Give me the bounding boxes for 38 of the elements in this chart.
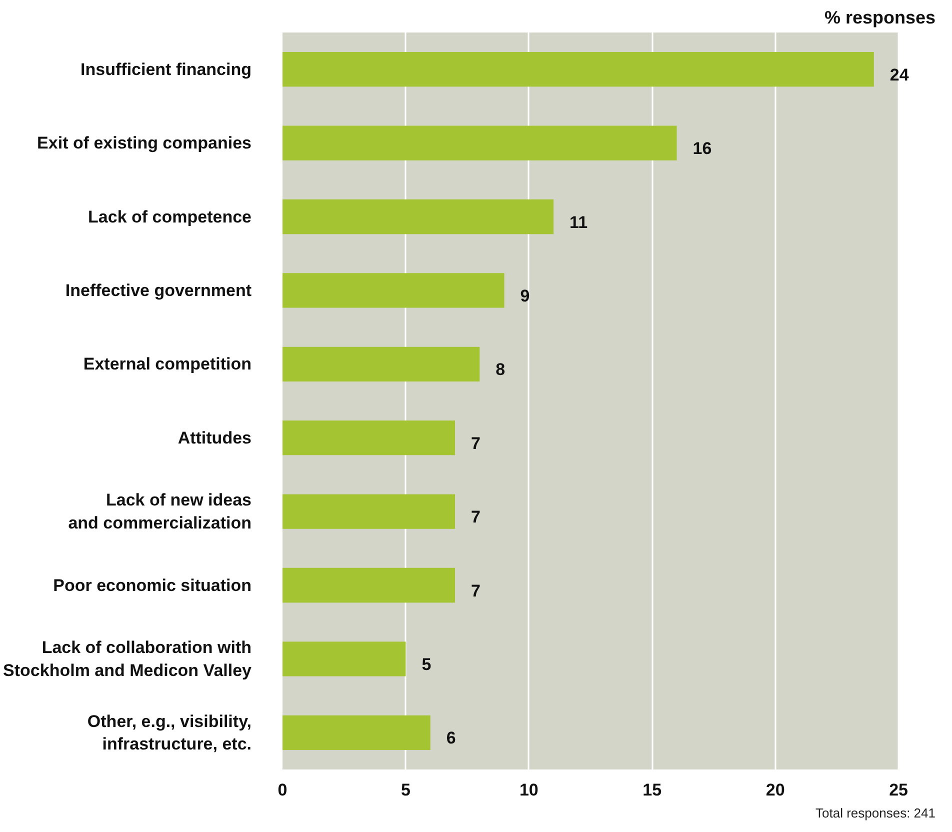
data-label: 7 [470, 434, 480, 453]
bar [282, 420, 455, 456]
bar [282, 52, 874, 87]
bar [282, 568, 455, 603]
bar [282, 273, 504, 308]
bar [282, 494, 455, 529]
data-label: 11 [570, 212, 588, 232]
data-label: 8 [496, 360, 506, 380]
data-label: 5 [422, 654, 432, 674]
data-label: 7 [470, 581, 480, 600]
y-tick-label: Insufficient financing [80, 60, 252, 79]
y-tick-label: Lack of collaboration with Stockholm and Medicon Valley [3, 638, 252, 680]
y-tick-label: Exit of existing companies [37, 134, 252, 153]
x-tick-label: 10 [519, 780, 538, 800]
data-label: 6 [446, 728, 456, 748]
data-label: 16 [692, 139, 712, 158]
bar [282, 346, 480, 382]
bar [282, 126, 677, 160]
x-tick-label: 15 [642, 780, 662, 800]
y-tick-label: Other, e.g., visibility, infrastructure, etc. [87, 712, 252, 754]
x-tick-label: 5 [400, 780, 410, 800]
y-tick-label: Ineffective government [65, 280, 252, 300]
data-label: 24 [890, 65, 910, 84]
x-axis-title: % responses [824, 8, 936, 28]
x-tick-label: 25 [889, 780, 908, 800]
data-label: 7 [470, 508, 480, 527]
text: Total responses: 241 [816, 806, 936, 820]
y-tick-label: External competition [83, 354, 252, 374]
y-tick-label: Lack of competence [88, 207, 252, 226]
y-tick-label: Lack of new ideas and commercialization [68, 490, 252, 532]
data-label: 9 [520, 286, 530, 306]
bar [282, 199, 554, 234]
x-tick-label: 0 [278, 780, 288, 800]
y-tick-label: Poor economic situation [53, 576, 252, 595]
bar [282, 715, 430, 750]
x-tick-label: 20 [766, 780, 785, 800]
y-tick-label: Attitudes [178, 428, 252, 448]
bar [282, 642, 406, 676]
